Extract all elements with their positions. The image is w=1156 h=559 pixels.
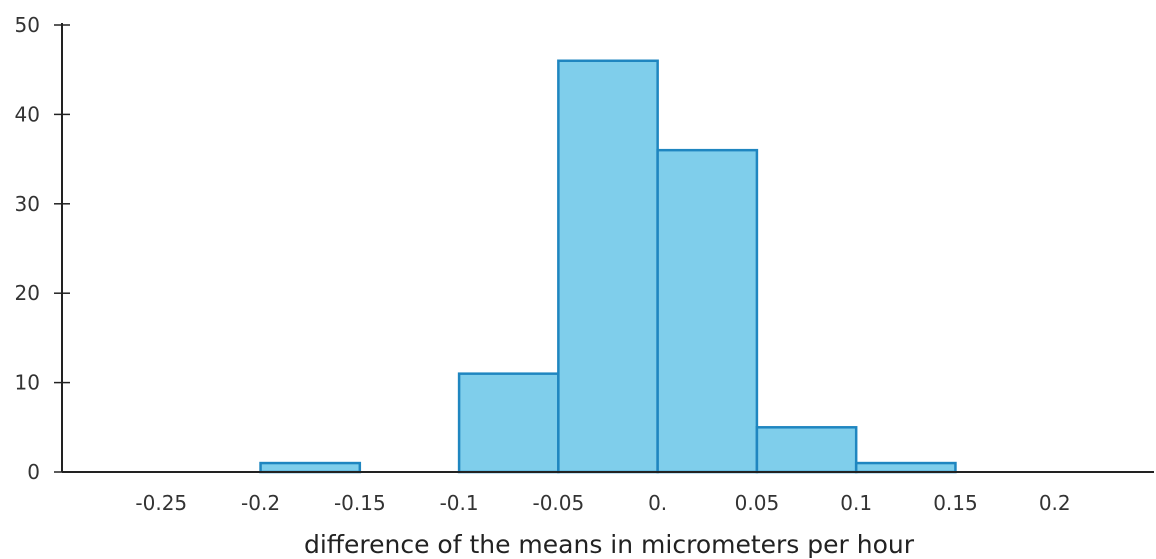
bars-group — [259, 59, 957, 474]
histogram-bar — [656, 148, 759, 474]
y-tick-label: 40 — [15, 102, 40, 126]
histogram-bar — [557, 59, 659, 474]
x-tick-label: 0.05 — [735, 491, 780, 515]
x-axis-title: difference of the means in micrometers p… — [304, 530, 915, 559]
y-tick-label: 10 — [15, 371, 40, 395]
x-tick-label: 0. — [648, 491, 667, 515]
histogram-bar — [259, 461, 362, 474]
x-tick-label: 0.15 — [933, 491, 978, 515]
x-tick-label: -0.25 — [135, 491, 187, 515]
x-tick-label: -0.05 — [532, 491, 584, 515]
x-tick-label: 0.1 — [840, 491, 872, 515]
y-tick-label: 0 — [27, 460, 40, 484]
y-tick-label: 20 — [15, 281, 40, 305]
x-tick-label: -0.2 — [241, 491, 280, 515]
histogram-bar — [854, 461, 957, 474]
y-tick-label: 30 — [15, 192, 40, 216]
x-tick-label: -0.1 — [440, 491, 479, 515]
x-axis-ticks: -0.25 -0.2 -0.15 -0.1 -0.05 0. 0.05 0.1 0.15 0.2 — [135, 491, 1070, 515]
x-tick-label: 0.2 — [1039, 491, 1071, 515]
x-tick-label: -0.15 — [334, 491, 386, 515]
histogram-bar — [457, 372, 560, 474]
histogram-bar — [755, 426, 858, 474]
y-tick-label: 50 — [15, 13, 40, 37]
